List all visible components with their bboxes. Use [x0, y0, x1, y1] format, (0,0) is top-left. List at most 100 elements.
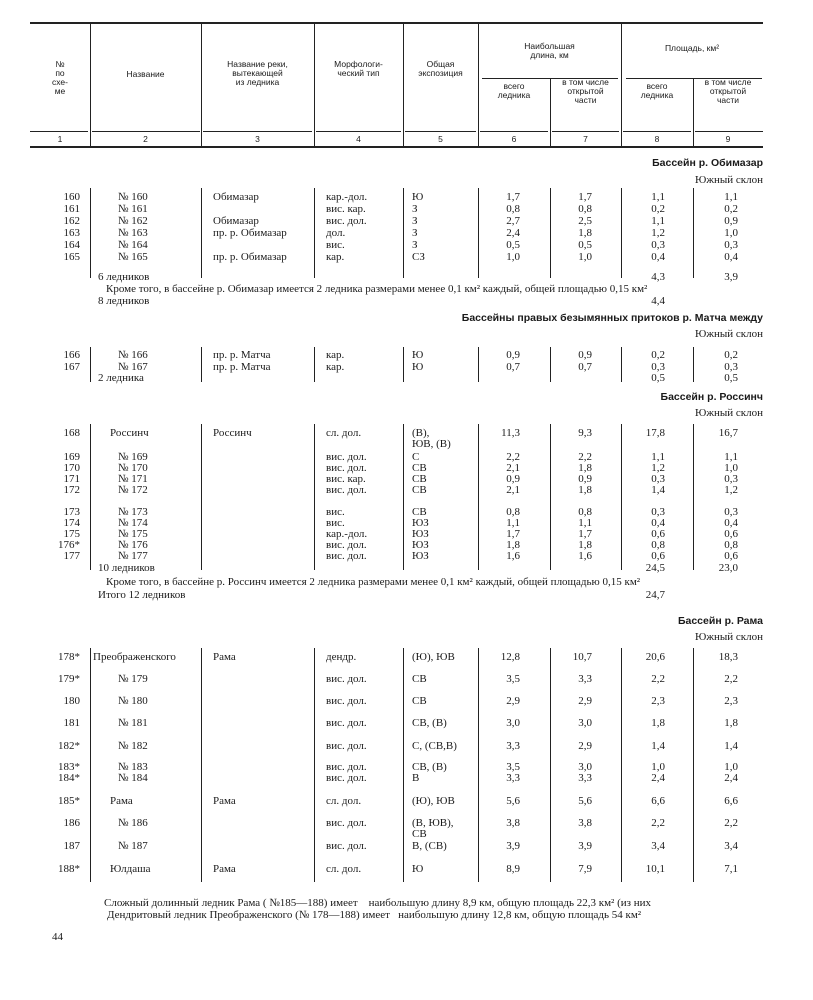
subtotal-area-total: 4,3 — [651, 271, 665, 283]
cell-area-open: 0,2 — [724, 203, 738, 215]
header-label-rule — [30, 131, 88, 132]
cell-area-total: 2,2 — [651, 673, 665, 685]
cell-area-total: 0,3 — [651, 506, 665, 518]
column-divider — [693, 648, 694, 882]
cell-name: № 174 — [118, 517, 148, 529]
section-title: Бассейны правых безымянных притоков р. М… — [461, 312, 763, 324]
header-label-rule — [480, 131, 548, 132]
header-label-rule — [316, 131, 401, 132]
cell-type: дендр. — [326, 651, 357, 663]
cell-len-open: 2,5 — [578, 215, 592, 227]
cell-area-open: 1,0 — [724, 227, 738, 239]
cell-area-open: 18,3 — [718, 651, 738, 663]
cell-expo: Ю — [412, 863, 424, 875]
cell-len-open: 0,8 — [578, 203, 592, 215]
cell-len-open: 1,7 — [578, 191, 592, 203]
header-column-divider — [403, 24, 404, 146]
cell-name: № 163 — [118, 227, 148, 239]
header-col9: в том числе открытой части — [704, 77, 752, 105]
column-number: 8 — [654, 134, 660, 144]
subtotal-label: 6 ледников — [98, 271, 150, 283]
cell-type: кар.-дол. — [326, 191, 368, 203]
cell-name: № 187 — [118, 840, 148, 852]
cell-len-total: 5,6 — [506, 795, 520, 807]
column-divider — [314, 347, 315, 382]
section-slope: Южный склон — [694, 631, 763, 643]
cell-river: пр. р. Матча — [213, 349, 271, 361]
cell-type: вис. дол. — [326, 761, 367, 773]
column-divider — [621, 188, 622, 278]
page-number: 44 — [52, 931, 63, 943]
column-number: 3 — [255, 134, 260, 144]
header-column-divider — [693, 78, 694, 146]
cell-type: вис. дол. — [326, 462, 367, 474]
cell-num: 166 — [63, 349, 81, 361]
cell-expo: С — [412, 451, 420, 463]
cell-area-total: 2,2 — [651, 817, 665, 829]
cell-len-total: 3,5 — [506, 761, 520, 773]
cell-num: 161 — [63, 203, 81, 215]
cell-len-total: 2,7 — [506, 215, 520, 227]
cell-area-open: 0,4 — [724, 251, 738, 263]
cell-len-open: 0,5 — [578, 239, 592, 251]
cell-area-total: 0,6 — [651, 528, 665, 540]
cell-area-total: 3,4 — [651, 840, 665, 852]
cell-name: № 165 — [118, 251, 148, 263]
column-divider — [201, 424, 202, 570]
cell-area-total: 0,2 — [651, 203, 665, 215]
cell-num: 175 — [63, 528, 81, 540]
cell-len-open: 1,0 — [578, 251, 592, 263]
cell-river: пр. р. Обимазар — [213, 227, 287, 239]
cell-num: 181 — [63, 717, 81, 729]
cell-area-open: 2,4 — [724, 772, 738, 784]
header-column-divider — [314, 24, 315, 146]
header-label-rule — [623, 131, 691, 132]
subtotal-area-open: 23,0 — [718, 562, 738, 574]
cell-name: № 184 — [118, 772, 148, 784]
cell-len-open: 0,9 — [578, 473, 592, 485]
header-col3: Название реки, вытекающей из ледника — [227, 59, 288, 87]
cell-area-total: 0,3 — [651, 361, 665, 373]
column-number: 9 — [725, 134, 731, 144]
total-label: Итого 12 ледников — [98, 589, 186, 601]
basin-note: Кроме того, в бассейне р. Россинч имеетс… — [106, 576, 641, 588]
cell-len-total: 1,8 — [506, 539, 520, 551]
cell-len-open: 1,6 — [578, 550, 592, 562]
cell-num: 180 — [63, 695, 81, 707]
cell-len-open: 10,7 — [572, 651, 592, 663]
cell-len-open: 5,6 — [578, 795, 592, 807]
cell-expo: ЮЗ — [412, 528, 429, 540]
cell-type: вис. дол. — [326, 817, 367, 829]
subtotal-area-open: 0,5 — [724, 372, 738, 384]
cell-expo: ЮЗ — [412, 517, 429, 529]
section-slope: Южный склон — [694, 174, 763, 186]
cell-river: Обимазар — [213, 215, 259, 227]
cell-river: пр. р. Матча — [213, 361, 271, 373]
total-area: 4,4 — [651, 295, 665, 307]
cell-len-total: 1,6 — [506, 550, 520, 562]
cell-num: 168 — [63, 427, 81, 439]
column-divider — [621, 347, 622, 382]
cell-len-total: 3,8 — [506, 817, 520, 829]
cell-area-total: 1,4 — [651, 740, 665, 752]
cell-expo: СВ — [412, 673, 427, 685]
cell-type: вис. — [326, 239, 345, 251]
cell-expo: (Ю), ЮВ — [412, 651, 455, 663]
cell-expo: ЮЗ — [412, 550, 429, 562]
cell-expo: Ю — [412, 349, 424, 361]
cell-area-total: 1,4 — [651, 484, 665, 496]
cell-name: № 170 — [118, 462, 148, 474]
cell-len-open: 3,3 — [578, 673, 592, 685]
cell-area-open: 2,3 — [724, 695, 738, 707]
column-divider — [403, 424, 404, 570]
cell-name: № 186 — [118, 817, 148, 829]
cell-num: 164 — [63, 239, 81, 251]
cell-area-open: 16,7 — [718, 427, 738, 439]
cell-type: вис. дол. — [326, 550, 367, 562]
cell-len-total: 0,9 — [506, 349, 520, 361]
header-col6: всего ледника — [497, 81, 531, 100]
cell-area-total: 1,1 — [651, 451, 665, 463]
header-label-rule — [203, 131, 312, 132]
cell-len-open: 2,2 — [578, 451, 592, 463]
cell-len-open: 0,7 — [578, 361, 592, 373]
